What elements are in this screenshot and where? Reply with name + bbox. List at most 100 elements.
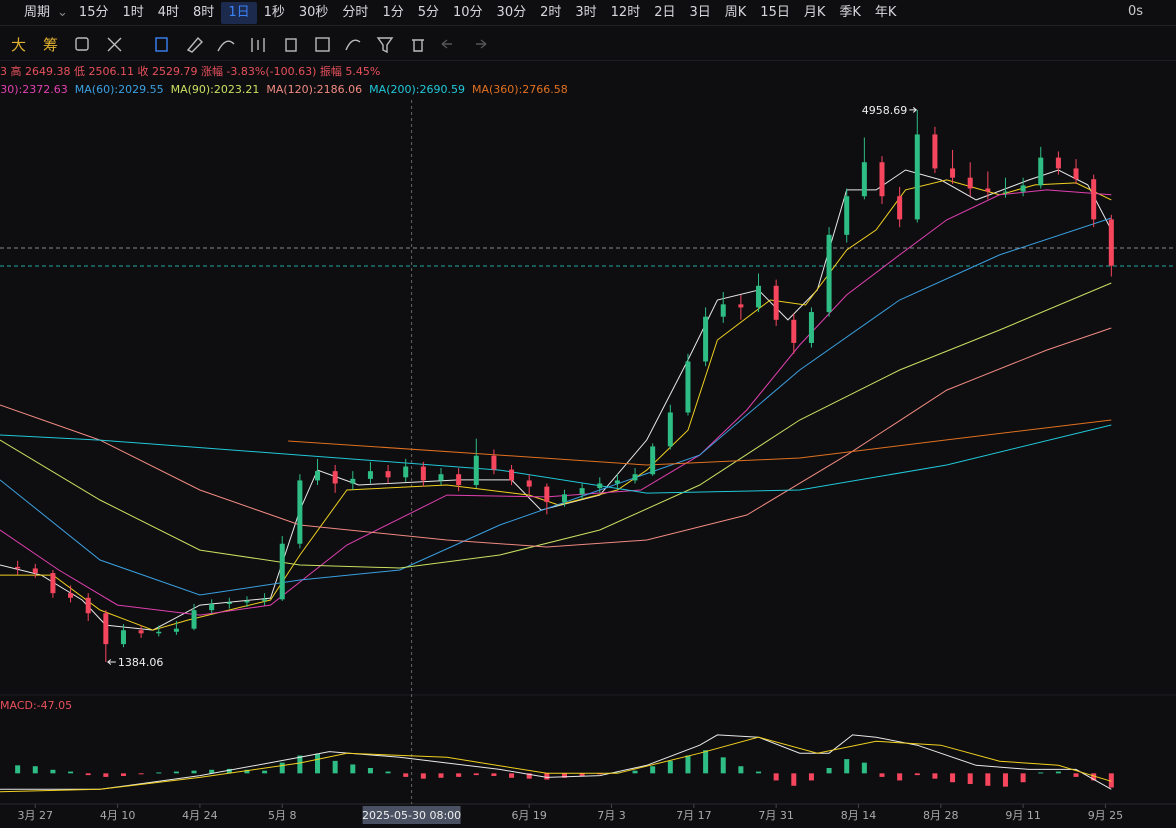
- candle-body: [932, 134, 938, 169]
- period-option[interactable]: 12时: [610, 4, 641, 20]
- macd-bar: [209, 769, 215, 774]
- candle-body: [738, 304, 744, 308]
- candle-body: [262, 599, 268, 601]
- candle-body: [791, 319, 797, 343]
- period-option[interactable]: 2时: [540, 4, 562, 20]
- macd-bar: [315, 753, 321, 774]
- period-option[interactable]: 月K: [803, 4, 826, 20]
- x-tick-label: 3月 27: [18, 809, 54, 822]
- macd-bar: [262, 770, 268, 774]
- macd-bar: [703, 750, 709, 774]
- candle-body: [579, 488, 585, 495]
- candle-body: [1038, 157, 1044, 186]
- period-option[interactable]: 8时: [193, 4, 215, 20]
- macd-bar: [773, 773, 779, 781]
- x-tick-label: 7月 3: [597, 809, 626, 822]
- candle-body: [1002, 191, 1008, 193]
- ohlc-info: 3 高 2649.38 低 2506.11 收 2529.79 涨幅 -3.83…: [0, 64, 380, 78]
- candle-body: [720, 304, 726, 317]
- period-option[interactable]: 15日: [760, 4, 790, 20]
- crosshair-label: 2025-05-30 08:00: [362, 809, 461, 822]
- candle-body: [491, 455, 497, 470]
- macd-bar: [156, 772, 162, 774]
- candle-body: [967, 177, 973, 189]
- macd-bar: [1038, 772, 1044, 774]
- tool-big[interactable]: 大: [11, 36, 26, 54]
- low-arrow: [107, 659, 116, 665]
- macd-bar: [826, 768, 832, 774]
- period-option[interactable]: 5分: [417, 4, 439, 20]
- candle-body: [561, 494, 567, 503]
- period-option[interactable]: 30秒: [298, 4, 329, 20]
- macd-bar: [685, 755, 691, 774]
- candle-body: [173, 628, 179, 632]
- period-option[interactable]: 周K: [724, 4, 747, 20]
- candle-body: [15, 566, 21, 569]
- macd-bar: [509, 773, 515, 778]
- macd-bar: [967, 773, 973, 784]
- period-option[interactable]: 2日: [654, 4, 676, 20]
- macd-bar: [844, 759, 850, 774]
- period-option[interactable]: 30分: [496, 4, 527, 20]
- macd-bar: [1002, 773, 1008, 787]
- period-option[interactable]: 10分: [453, 4, 483, 20]
- candle-body: [332, 471, 338, 484]
- ma-line: [0, 179, 1112, 631]
- period-option[interactable]: 分时: [342, 4, 369, 20]
- candle-body: [526, 480, 532, 487]
- candle-body: [244, 600, 250, 603]
- period-option[interactable]: 年K: [874, 4, 897, 20]
- period-menu[interactable]: 周期: [24, 4, 51, 20]
- macd-bar: [32, 766, 38, 774]
- macd-bar: [297, 755, 303, 774]
- macd-bar: [191, 770, 197, 774]
- crosshair-label-bg: [362, 806, 461, 824]
- macd-bar: [914, 773, 920, 776]
- legend-entry: MA(90):2023.21: [171, 83, 260, 96]
- macd-bar: [1055, 771, 1061, 774]
- candle-body: [1020, 185, 1026, 192]
- legend-entry: MA(200):2690.59: [369, 83, 465, 96]
- macd-bar: [1073, 773, 1079, 777]
- period-option[interactable]: 15分: [78, 4, 109, 20]
- macd-bar: [120, 773, 126, 776]
- candle-body: [950, 168, 956, 178]
- candle-body: [438, 474, 444, 481]
- tool-chip[interactable]: 筹: [43, 36, 58, 54]
- period-option[interactable]: 1分: [382, 4, 404, 20]
- legend-entry: MA(60):2029.55: [75, 83, 164, 96]
- candle-body: [614, 480, 620, 484]
- period-option[interactable]: 3日: [689, 4, 711, 20]
- tool-icons: 大 筹: [11, 36, 487, 54]
- ma-line: [0, 282, 1112, 569]
- x-tick-label: 7月 31: [758, 809, 794, 822]
- macd-bar: [456, 773, 462, 777]
- macd-bar: [756, 771, 762, 774]
- ma-line: [0, 327, 1112, 548]
- candle-body: [756, 285, 762, 308]
- x-tick-label: 9月 11: [1005, 809, 1041, 822]
- candle-body: [685, 361, 691, 413]
- period-option[interactable]: 1日: [221, 1, 257, 24]
- macd-bar: [103, 773, 109, 777]
- x-tick-label: 5月 8: [268, 809, 297, 822]
- macd-bar: [897, 773, 903, 781]
- candle-body: [120, 630, 126, 645]
- macd-bar: [526, 773, 532, 779]
- period-option[interactable]: 3时: [575, 4, 597, 20]
- macd-bar: [85, 773, 91, 776]
- period-option[interactable]: 季K: [839, 4, 861, 20]
- candle-body: [667, 412, 673, 447]
- ma-line: [0, 169, 1112, 631]
- period-option[interactable]: 1时: [122, 4, 144, 20]
- candle-body: [826, 234, 832, 313]
- candle-body: [50, 573, 56, 594]
- period-option[interactable]: 4时: [157, 4, 180, 20]
- ma-line: [0, 189, 1112, 616]
- candle-body: [315, 471, 321, 481]
- macd-bar: [667, 760, 673, 774]
- candle-body: [385, 471, 391, 478]
- ma-line: [0, 217, 1112, 596]
- period-option[interactable]: 1秒: [263, 4, 285, 20]
